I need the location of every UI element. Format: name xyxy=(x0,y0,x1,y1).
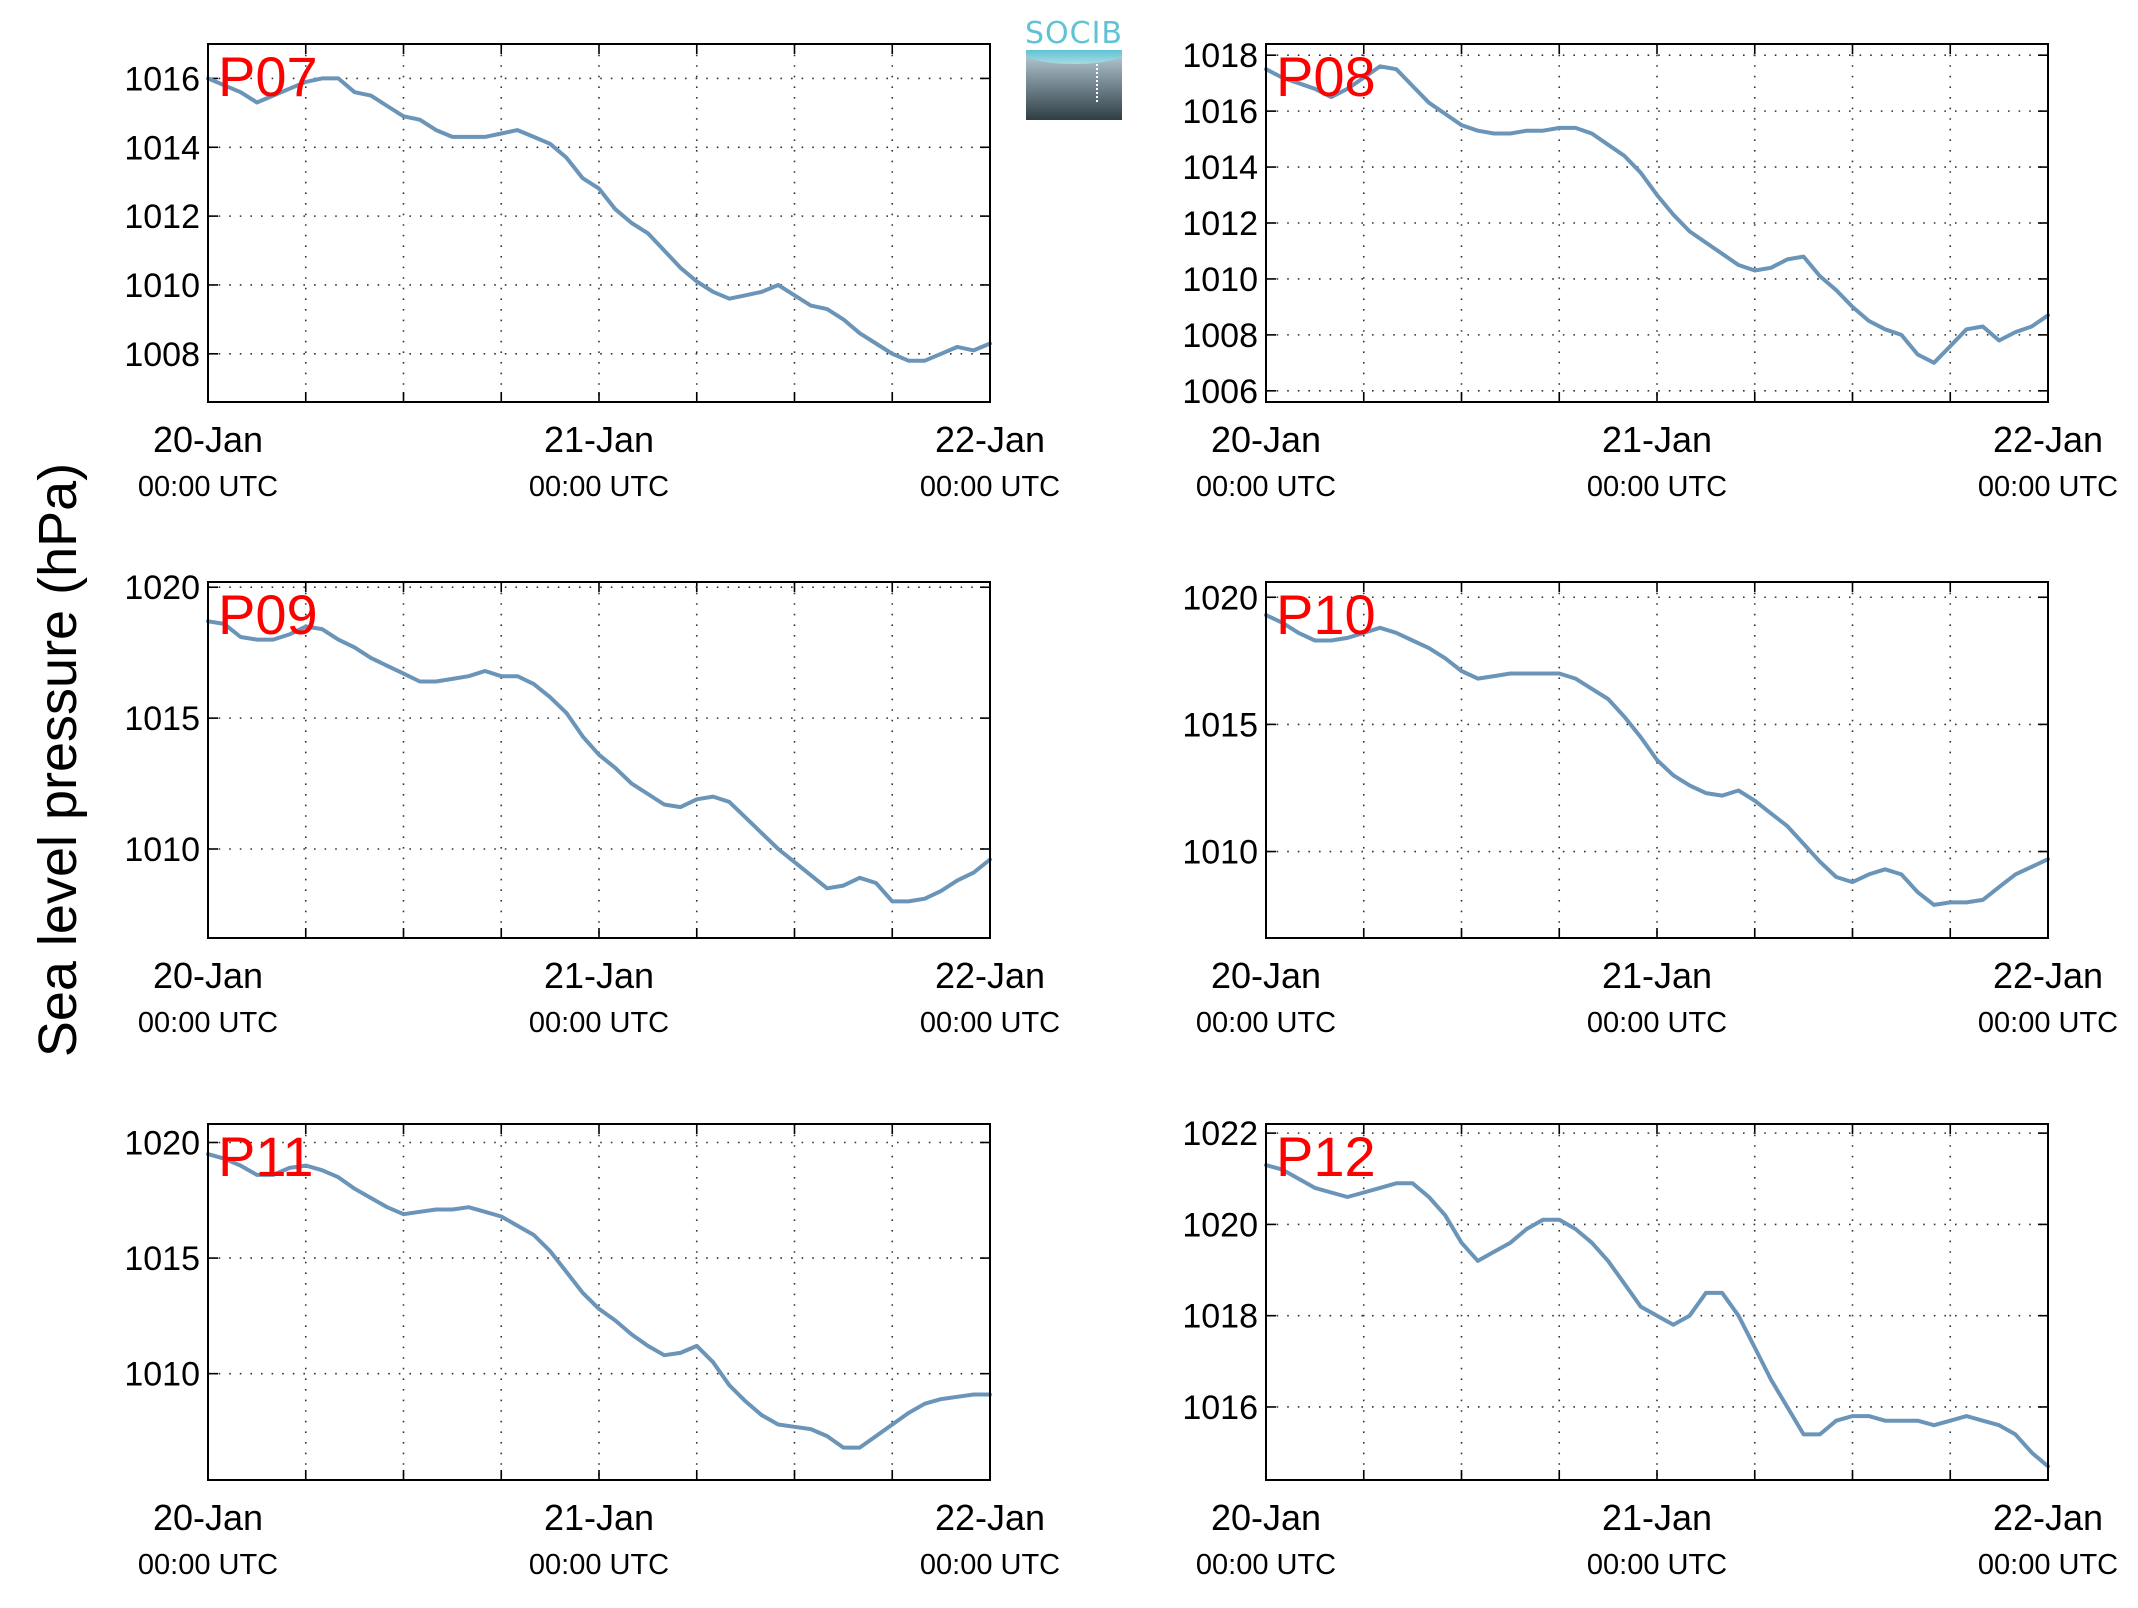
y-tick-label: 1016 xyxy=(1182,93,1258,131)
y-tick-label: 1015 xyxy=(124,1240,200,1278)
y-tick-label: 1018 xyxy=(1182,1298,1258,1336)
y-tick-label: 1006 xyxy=(1182,373,1258,411)
series-line xyxy=(1264,1163,2050,1469)
x-tick-label-time: 00:00 UTC xyxy=(138,1007,278,1039)
x-tick-label-date: 21-Jan xyxy=(544,1497,654,1538)
y-tick-label: 1014 xyxy=(1182,149,1258,187)
x-tick-label-time: 00:00 UTC xyxy=(1196,1007,1336,1039)
logo-graphic xyxy=(1026,50,1122,120)
y-tick-label: 1020 xyxy=(1182,579,1258,617)
y-tick-label: 1010 xyxy=(1182,834,1258,872)
x-tick-label-time: 00:00 UTC xyxy=(920,1007,1060,1039)
x-tick-label-time: 00:00 UTC xyxy=(1978,1549,2118,1581)
y-tick-label: 1018 xyxy=(1182,37,1258,75)
y-tick-label: 1015 xyxy=(1182,706,1258,744)
x-tick-label-time: 00:00 UTC xyxy=(1978,1007,2118,1039)
station-title: P09 xyxy=(218,583,318,646)
chart-panel-6: 1016 1018 1020 1022 20-Jan 00:00 UTC 21-Jan 00:… xyxy=(1182,1115,2118,1581)
x-tick-label-time: 00:00 UTC xyxy=(1587,471,1727,503)
plot-frame xyxy=(1265,1123,2049,1481)
x-tick-label-time: 00:00 UTC xyxy=(1196,1549,1336,1581)
x-tick-label-date: 21-Jan xyxy=(1602,419,1712,460)
x-tick-label-date: 22-Jan xyxy=(1993,419,2103,460)
series-line xyxy=(1264,613,2050,907)
x-tick-label-time: 00:00 UTC xyxy=(920,1549,1060,1581)
x-tick-label-time: 00:00 UTC xyxy=(138,471,278,503)
x-tick-label-date: 20-Jan xyxy=(153,955,263,996)
y-tick-label: 1020 xyxy=(1182,1206,1258,1244)
x-tick-label-time: 00:00 UTC xyxy=(1587,1549,1727,1581)
x-tick-label-date: 20-Jan xyxy=(1211,419,1321,460)
x-tick-label-date: 21-Jan xyxy=(544,419,654,460)
x-tick-label-date: 22-Jan xyxy=(935,1497,1045,1538)
plot-frame xyxy=(207,43,991,403)
y-tick-label: 1016 xyxy=(1182,1389,1258,1427)
station-title: P07 xyxy=(218,45,318,108)
x-tick-label-date: 20-Jan xyxy=(153,1497,263,1538)
plot-frame xyxy=(207,581,991,939)
x-tick-label-time: 00:00 UTC xyxy=(138,1549,278,1581)
y-tick-label: 1020 xyxy=(124,569,200,607)
socib-logo: SOCIB xyxy=(1023,16,1125,121)
y-tick-label: 1008 xyxy=(124,336,200,374)
x-tick-label-date: 20-Jan xyxy=(153,419,263,460)
x-tick-label-date: 21-Jan xyxy=(1602,1497,1712,1538)
chart-panel-1: 1008 1010 1012 1014 1016 20-Jan 00:00 UTC 21-Ja… xyxy=(124,43,1060,503)
y-tick-label: 1010 xyxy=(1182,261,1258,299)
series-line xyxy=(206,1152,992,1450)
x-tick-label-time: 00:00 UTC xyxy=(1587,1007,1727,1039)
series-line xyxy=(1264,64,2050,365)
station-title: P10 xyxy=(1276,583,1376,646)
y-tick-label: 1022 xyxy=(1182,1115,1258,1153)
y-tick-label: 1008 xyxy=(1182,317,1258,355)
x-tick-label-date: 20-Jan xyxy=(1211,955,1321,996)
y-tick-label: 1016 xyxy=(124,60,200,98)
x-tick-label-time: 00:00 UTC xyxy=(529,1007,669,1039)
x-tick-label-date: 20-Jan xyxy=(1211,1497,1321,1538)
x-tick-label-date: 22-Jan xyxy=(935,419,1045,460)
x-tick-label-time: 00:00 UTC xyxy=(1196,471,1336,503)
station-title: P12 xyxy=(1276,1125,1376,1188)
chart-panel-3: 1010 1015 1020 20-Jan 00:00 UTC 21-Jan 00:00 U… xyxy=(124,569,1060,1039)
station-title: P11 xyxy=(218,1125,313,1188)
y-tick-label: 1012 xyxy=(124,198,200,236)
y-tick-label: 1015 xyxy=(124,700,200,738)
x-tick-label-time: 00:00 UTC xyxy=(920,471,1060,503)
plot-frame xyxy=(1265,43,2049,403)
y-tick-label: 1010 xyxy=(124,267,200,305)
x-tick-label-time: 00:00 UTC xyxy=(529,471,669,503)
y-tick-label: 1014 xyxy=(124,129,200,167)
x-tick-label-time: 00:00 UTC xyxy=(1978,471,2118,503)
series-line xyxy=(206,619,992,904)
plot-frame xyxy=(207,1123,991,1481)
x-tick-label-date: 22-Jan xyxy=(935,955,1045,996)
chart-panel-4: 1010 1015 1020 20-Jan 00:00 UTC 21-Jan 00:00 U… xyxy=(1182,579,2118,1039)
chart-panel-2: 1006 1008 1010 1012 1014 1016 1018 20-Jan 00:00 … xyxy=(1182,37,2118,503)
station-title: P08 xyxy=(1276,45,1376,108)
x-tick-label-date: 22-Jan xyxy=(1993,955,2103,996)
series-line xyxy=(206,76,992,363)
chart-panel-5: 1010 1015 1020 20-Jan 00:00 UTC 21-Jan 00:00 U… xyxy=(124,1123,1060,1581)
y-tick-label: 1010 xyxy=(124,1356,200,1394)
logo-text: SOCIB xyxy=(1024,16,1124,51)
plot-frame xyxy=(1265,581,2049,939)
y-tick-label: 1010 xyxy=(124,831,200,869)
x-tick-label-time: 00:00 UTC xyxy=(529,1549,669,1581)
x-tick-label-date: 21-Jan xyxy=(544,955,654,996)
x-tick-label-date: 21-Jan xyxy=(1602,955,1712,996)
y-tick-label: 1020 xyxy=(124,1124,200,1162)
y-tick-label: 1012 xyxy=(1182,205,1258,243)
x-tick-label-date: 22-Jan xyxy=(1993,1497,2103,1538)
